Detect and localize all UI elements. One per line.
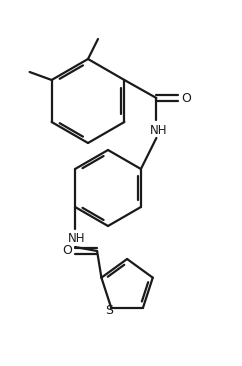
Text: NH: NH	[150, 123, 167, 137]
Text: O: O	[182, 92, 191, 105]
Text: O: O	[62, 244, 72, 258]
Text: S: S	[105, 305, 113, 317]
Text: NH: NH	[68, 232, 86, 246]
